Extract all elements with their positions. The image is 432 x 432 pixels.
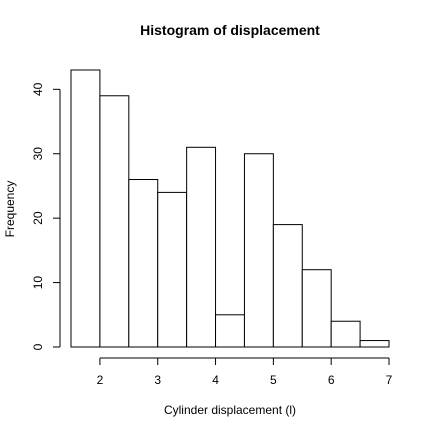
histogram-bar-1: [99, 95, 130, 348]
histogram-bar-9: [330, 320, 361, 348]
y-tick-label-40: 40: [31, 82, 45, 96]
histogram-bar-3: [157, 191, 188, 348]
x-tick-label-4: 4: [212, 373, 219, 387]
y-tick-label-0: 0: [31, 343, 45, 350]
y-axis: 0 10 20 30 40: [31, 82, 61, 350]
y-tick-label-10: 10: [31, 276, 45, 290]
x-axis: 2 3 4 5 6 7: [97, 357, 393, 387]
x-axis-label: Cylinder displacement (l): [164, 403, 296, 417]
histogram-bar-4: [186, 146, 217, 348]
x-tick-label-6: 6: [328, 373, 335, 387]
x-tick-label-2: 2: [97, 373, 104, 387]
histogram-bar-7: [272, 224, 303, 348]
y-tick-label-30: 30: [31, 147, 45, 161]
histogram-bar-2: [128, 179, 159, 348]
x-tick-label-5: 5: [270, 373, 277, 387]
histogram-bar-8: [301, 269, 332, 348]
bars-group: [70, 69, 390, 348]
histogram-bar-10: [359, 340, 390, 348]
histogram-bar-5: [215, 314, 245, 348]
histogram-bar-6: [243, 153, 274, 348]
histogram-bar-0: [70, 69, 101, 348]
x-tick-label-7: 7: [386, 373, 393, 387]
x-tick-label-3: 3: [154, 373, 161, 387]
chart-title: Histogram of displacement: [140, 22, 320, 38]
y-tick-label-20: 20: [31, 211, 45, 225]
y-axis-label: Frequency: [3, 181, 17, 238]
